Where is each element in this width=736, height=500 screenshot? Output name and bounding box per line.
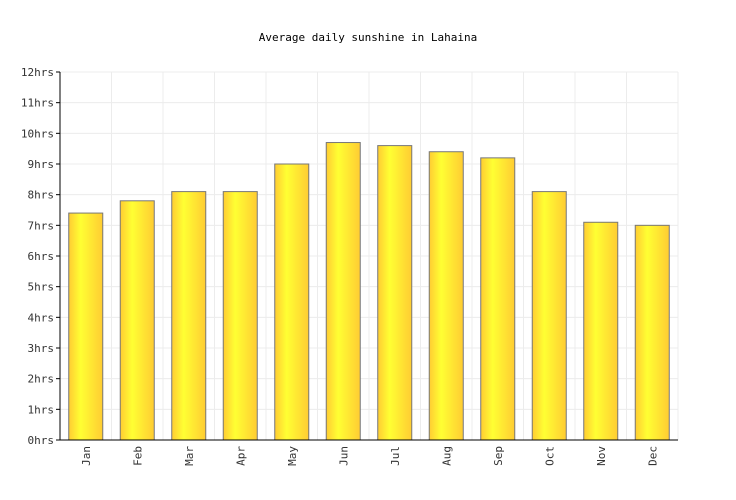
y-tick-label: 5hrs xyxy=(28,281,55,294)
x-tick-label-oct: Oct xyxy=(543,446,556,466)
x-tick-label-jun: Jun xyxy=(337,446,350,466)
bar-jun xyxy=(325,142,361,441)
y-tick-label: 0hrs xyxy=(28,434,55,447)
x-tick-label-dec: Dec xyxy=(646,446,659,466)
bar-aug xyxy=(428,151,464,441)
x-tick-label-feb: Feb xyxy=(131,446,144,466)
y-tick-label: 10hrs xyxy=(21,127,54,140)
bar-jul xyxy=(377,145,413,441)
x-tick-label-may: May xyxy=(286,446,299,466)
y-tick-label: 11hrs xyxy=(21,97,54,110)
bar-nov xyxy=(583,221,619,441)
x-tick-label-sep: Sep xyxy=(492,446,505,466)
bar-dec xyxy=(634,224,670,441)
y-tick-label: 4hrs xyxy=(28,311,55,324)
y-tick-label: 9hrs xyxy=(28,158,55,171)
x-tick-label-nov: Nov xyxy=(595,446,608,466)
bars xyxy=(68,142,670,441)
y-tick-label: 2hrs xyxy=(28,373,55,386)
y-axis-ticks: 0hrs 1hrs 2hrs 3hrs 4hrs 5hrs 6hrs 7hrs 8hrs 9hrs… xyxy=(21,66,60,447)
x-tick-label-jul: Jul xyxy=(389,446,402,466)
x-tick-label-aug: Aug xyxy=(440,446,453,466)
y-tick-label: 8hrs xyxy=(28,189,55,202)
x-tick-label-jan: Jan xyxy=(80,446,93,466)
x-axis-ticks: Jan Feb Mar Apr May Jun Jul Aug Sep Oct Nov Dec xyxy=(80,446,660,466)
chart-title: Average daily sunshine in Lahaina xyxy=(259,31,478,44)
y-tick-label: 6hrs xyxy=(28,250,55,263)
bar-oct xyxy=(531,191,567,441)
bar-mar xyxy=(171,191,207,441)
grid-lines xyxy=(60,71,679,440)
x-tick-label-mar: Mar xyxy=(183,446,196,466)
bar-feb xyxy=(119,200,155,441)
y-tick-label: 1hrs xyxy=(28,403,55,416)
y-tick-label: 12hrs xyxy=(21,66,54,79)
bar-apr xyxy=(222,191,258,441)
bar-jan xyxy=(68,212,104,441)
bar-may xyxy=(274,163,310,441)
x-tick-label-apr: Apr xyxy=(234,446,247,466)
bar-sep xyxy=(480,157,516,441)
y-tick-label: 3hrs xyxy=(28,342,55,355)
y-tick-label: 7hrs xyxy=(28,219,55,232)
